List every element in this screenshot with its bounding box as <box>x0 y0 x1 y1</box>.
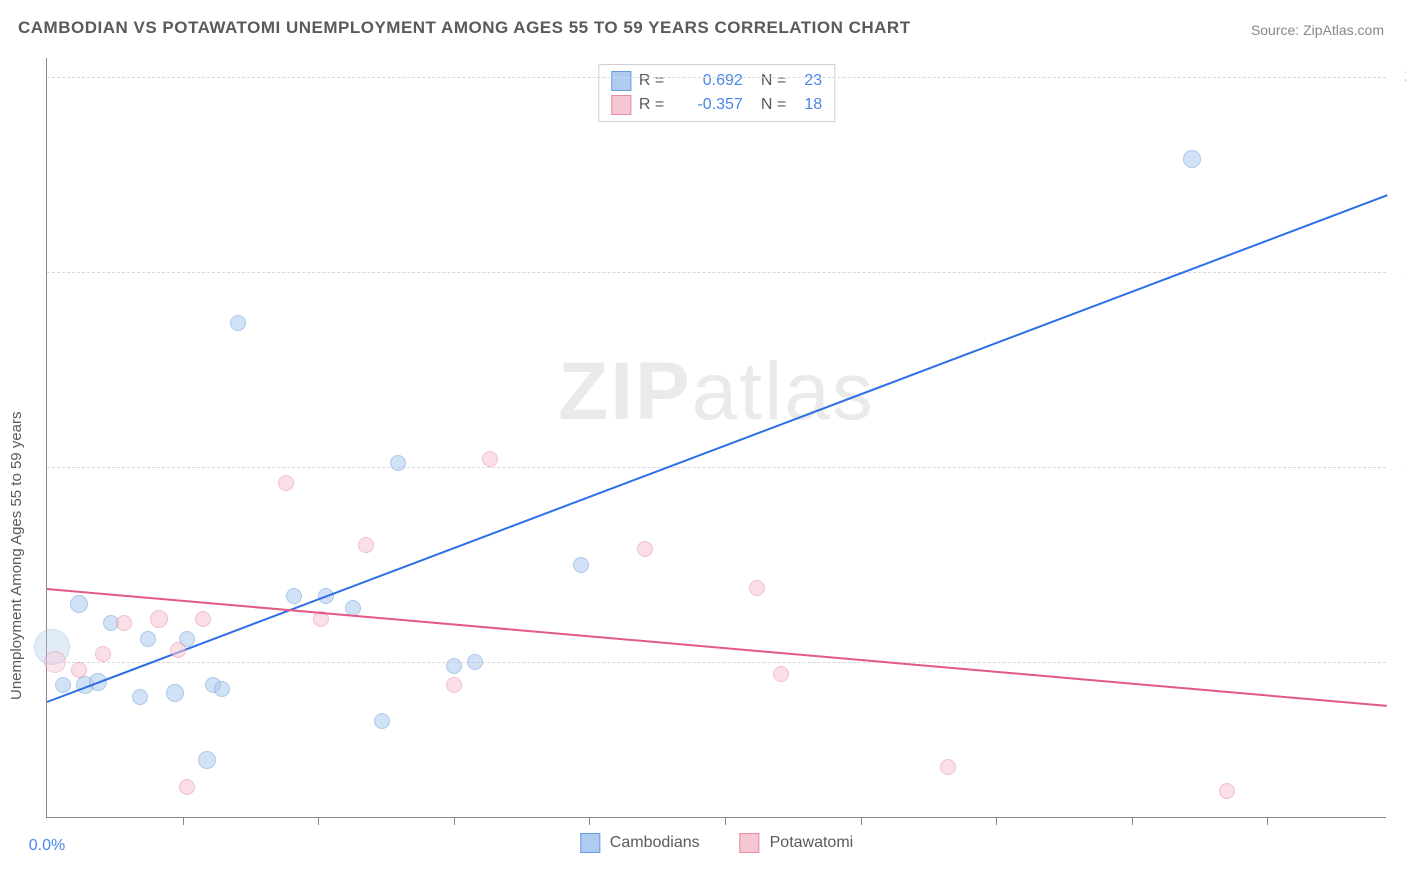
x-tick <box>318 817 319 825</box>
point-potawatomi <box>773 666 789 682</box>
legend-row-potawatomi: R = -0.357 N = 18 <box>611 93 822 117</box>
point-potawatomi <box>116 615 132 631</box>
grid-line <box>47 662 1386 663</box>
series-legend: Cambodians Potawatomi <box>580 833 853 853</box>
x-tick <box>861 817 862 825</box>
r-value-potawatomi: -0.357 <box>677 96 743 114</box>
legend-item-cambodians: Cambodians <box>580 833 700 853</box>
point-cambodians <box>374 713 390 729</box>
legend-row-cambodians: R = 0.692 N = 23 <box>611 69 822 93</box>
point-cambodians <box>1183 150 1201 168</box>
x-tick <box>589 817 590 825</box>
point-potawatomi <box>195 611 211 627</box>
point-potawatomi <box>358 537 374 553</box>
point-potawatomi <box>170 642 186 658</box>
point-potawatomi <box>150 610 168 628</box>
point-potawatomi <box>446 677 462 693</box>
point-potawatomi <box>44 651 66 673</box>
correlation-legend: R = 0.692 N = 23 R = -0.357 N = 18 <box>598 64 835 122</box>
r-label: R = <box>639 96 669 114</box>
swatch-potawatomi-icon <box>740 833 760 853</box>
point-cambodians <box>230 315 246 331</box>
x-axis-min-label: 0.0% <box>29 837 65 855</box>
legend-label-potawatomi: Potawatomi <box>770 834 854 852</box>
x-tick <box>183 817 184 825</box>
legend-label-cambodians: Cambodians <box>610 834 700 852</box>
n-label: N = <box>761 72 786 90</box>
point-cambodians <box>55 677 71 693</box>
y-axis-label: Unemployment Among Ages 55 to 59 years <box>8 411 25 700</box>
swatch-cambodians-icon <box>580 833 600 853</box>
x-tick <box>725 817 726 825</box>
point-potawatomi <box>482 451 498 467</box>
point-potawatomi <box>95 646 111 662</box>
point-potawatomi <box>940 759 956 775</box>
point-potawatomi <box>1219 783 1235 799</box>
legend-item-potawatomi: Potawatomi <box>740 833 854 853</box>
point-cambodians <box>286 588 302 604</box>
point-cambodians <box>166 684 184 702</box>
x-tick <box>454 817 455 825</box>
trend-line-cambodians <box>47 194 1388 703</box>
point-potawatomi <box>749 580 765 596</box>
plot-area: ZIPatlas R = 0.692 N = 23 R = -0.357 N =… <box>46 58 1386 818</box>
watermark-bold: ZIP <box>558 346 692 437</box>
n-label: N = <box>761 96 786 114</box>
swatch-cambodians <box>611 71 631 91</box>
point-potawatomi <box>278 475 294 491</box>
x-tick <box>1267 817 1268 825</box>
watermark: ZIPatlas <box>558 345 875 439</box>
point-cambodians <box>390 455 406 471</box>
x-tick <box>996 817 997 825</box>
grid-line <box>47 77 1386 78</box>
point-cambodians <box>140 631 156 647</box>
point-potawatomi <box>71 662 87 678</box>
point-cambodians <box>345 600 361 616</box>
chart-title: CAMBODIAN VS POTAWATOMI UNEMPLOYMENT AMO… <box>18 18 911 38</box>
point-cambodians <box>132 689 148 705</box>
n-value-cambodians: 23 <box>794 72 822 90</box>
point-cambodians <box>446 658 462 674</box>
point-cambodians <box>467 654 483 670</box>
x-tick <box>1132 817 1133 825</box>
chart-container: CAMBODIAN VS POTAWATOMI UNEMPLOYMENT AMO… <box>0 0 1406 892</box>
grid-line <box>47 467 1386 468</box>
source-label: Source: ZipAtlas.com <box>1251 22 1384 38</box>
point-cambodians <box>70 595 88 613</box>
r-value-cambodians: 0.692 <box>677 72 743 90</box>
swatch-potawatomi <box>611 95 631 115</box>
point-cambodians <box>214 681 230 697</box>
point-cambodians <box>198 751 216 769</box>
point-cambodians <box>573 557 589 573</box>
r-label: R = <box>639 72 669 90</box>
point-potawatomi <box>179 779 195 795</box>
n-value-potawatomi: 18 <box>794 96 822 114</box>
trend-line-potawatomi <box>47 588 1387 707</box>
point-potawatomi <box>637 541 653 557</box>
